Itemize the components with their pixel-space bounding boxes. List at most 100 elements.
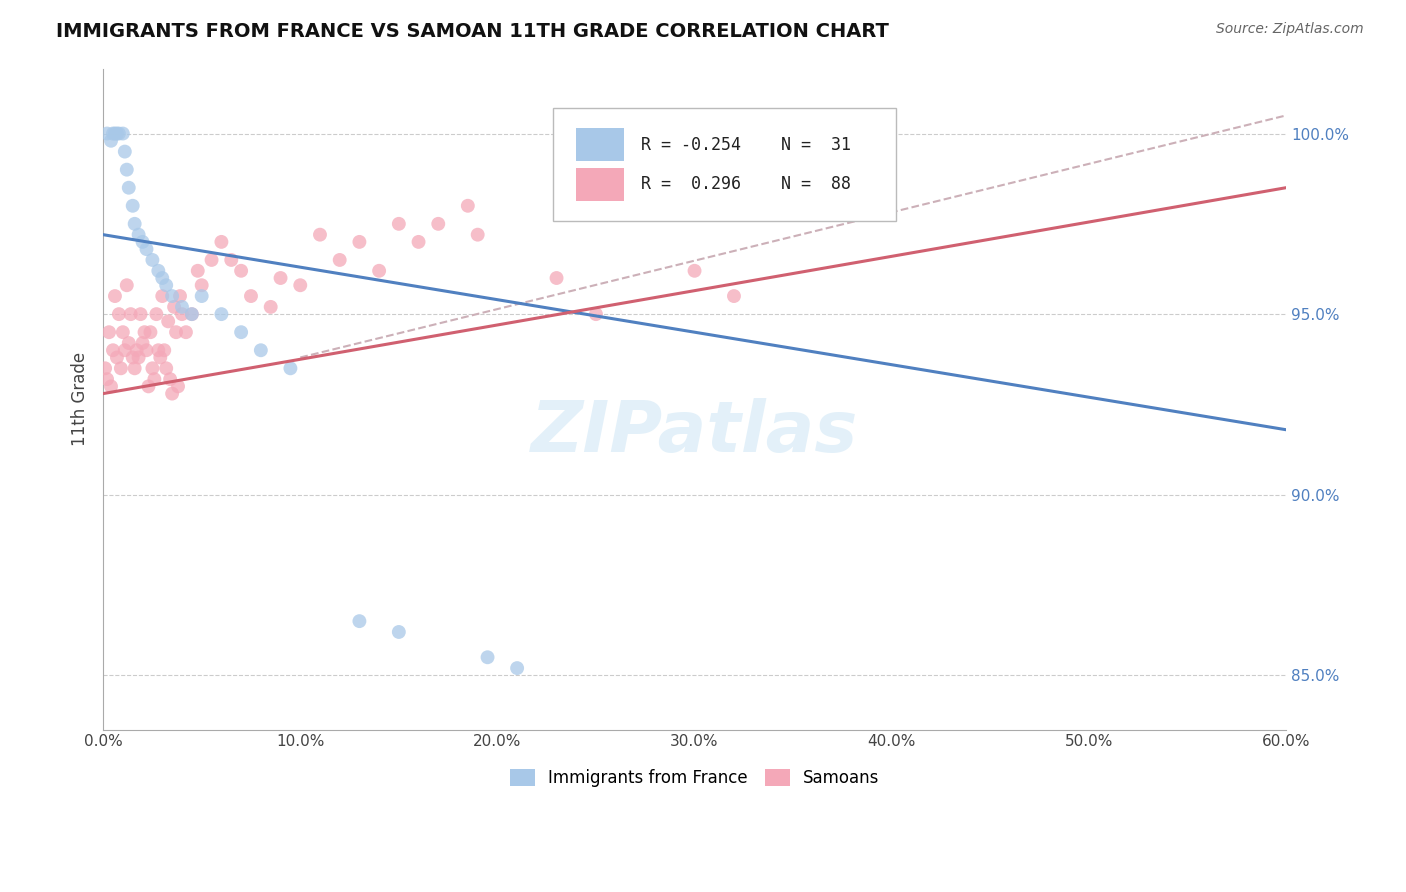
Point — [128, 351, 150, 365]
Point — [170, 307, 193, 321]
Point — [96, 127, 118, 141]
Point — [115, 278, 138, 293]
Point — [683, 264, 706, 278]
Point — [723, 289, 745, 303]
Point — [94, 361, 117, 376]
Point — [349, 235, 371, 249]
Point — [104, 289, 127, 303]
Point — [100, 134, 122, 148]
Point — [160, 386, 183, 401]
Point — [135, 242, 157, 256]
Point — [329, 252, 352, 267]
Point — [169, 289, 191, 303]
Point — [108, 307, 131, 321]
Text: ZIPatlas: ZIPatlas — [531, 398, 858, 467]
Y-axis label: 11th Grade: 11th Grade — [72, 352, 89, 446]
Point — [187, 264, 209, 278]
Point — [145, 307, 167, 321]
Legend: Immigrants from France, Samoans: Immigrants from France, Samoans — [503, 763, 886, 794]
Point — [98, 325, 121, 339]
Point — [408, 235, 430, 249]
Point — [155, 278, 177, 293]
Point — [131, 235, 153, 249]
Point — [105, 127, 128, 141]
Point — [167, 379, 190, 393]
Point — [101, 343, 124, 358]
Point — [180, 307, 202, 321]
Point — [309, 227, 332, 242]
FancyBboxPatch shape — [553, 108, 896, 220]
Point — [427, 217, 450, 231]
Point — [110, 361, 132, 376]
Point — [270, 271, 292, 285]
Point — [457, 199, 479, 213]
Point — [124, 217, 146, 231]
Point — [200, 252, 222, 267]
Point — [135, 343, 157, 358]
Text: IMMIGRANTS FROM FRANCE VS SAMOAN 11TH GRADE CORRELATION CHART: IMMIGRANTS FROM FRANCE VS SAMOAN 11TH GR… — [56, 22, 889, 41]
Point — [229, 264, 252, 278]
Point — [260, 300, 283, 314]
Point — [125, 343, 148, 358]
Point — [96, 372, 118, 386]
Point — [388, 624, 411, 639]
Point — [209, 307, 232, 321]
Point — [190, 278, 212, 293]
Point — [138, 379, 160, 393]
Point — [546, 271, 568, 285]
Point — [229, 325, 252, 339]
Point — [115, 162, 138, 177]
Point — [477, 650, 499, 665]
Point — [150, 289, 173, 303]
Point — [155, 361, 177, 376]
Bar — [576, 128, 624, 161]
Point — [349, 614, 371, 628]
Point — [118, 336, 141, 351]
Point — [467, 227, 489, 242]
Point — [149, 351, 172, 365]
Point — [118, 180, 141, 194]
Point — [114, 145, 136, 159]
Point — [139, 325, 162, 339]
Point — [101, 127, 124, 141]
Point — [585, 307, 607, 321]
Point — [180, 307, 202, 321]
Point — [131, 336, 153, 351]
Point — [111, 325, 134, 339]
Point — [121, 351, 143, 365]
Point — [111, 127, 134, 141]
Point — [290, 278, 312, 293]
Point — [506, 661, 529, 675]
Point — [114, 343, 136, 358]
Point — [209, 235, 232, 249]
Text: R = -0.254    N =  31: R = -0.254 N = 31 — [641, 136, 851, 153]
Point — [148, 343, 170, 358]
Bar — [576, 168, 624, 201]
Point — [165, 325, 187, 339]
Point — [108, 127, 131, 141]
Point — [153, 343, 176, 358]
Point — [280, 361, 302, 376]
Point — [250, 343, 273, 358]
Point — [143, 372, 166, 386]
Point — [160, 289, 183, 303]
Point — [120, 307, 142, 321]
Point — [148, 264, 170, 278]
Point — [159, 372, 181, 386]
Point — [174, 325, 197, 339]
Point — [141, 252, 163, 267]
Point — [121, 199, 143, 213]
Point — [219, 252, 242, 267]
Point — [157, 314, 180, 328]
Point — [124, 361, 146, 376]
Point — [104, 127, 127, 141]
Point — [134, 325, 156, 339]
Point — [388, 217, 411, 231]
Point — [100, 379, 122, 393]
Point — [150, 271, 173, 285]
Point — [128, 227, 150, 242]
Text: Source: ZipAtlas.com: Source: ZipAtlas.com — [1216, 22, 1364, 37]
Point — [105, 351, 128, 365]
Point — [163, 300, 186, 314]
Point — [240, 289, 263, 303]
